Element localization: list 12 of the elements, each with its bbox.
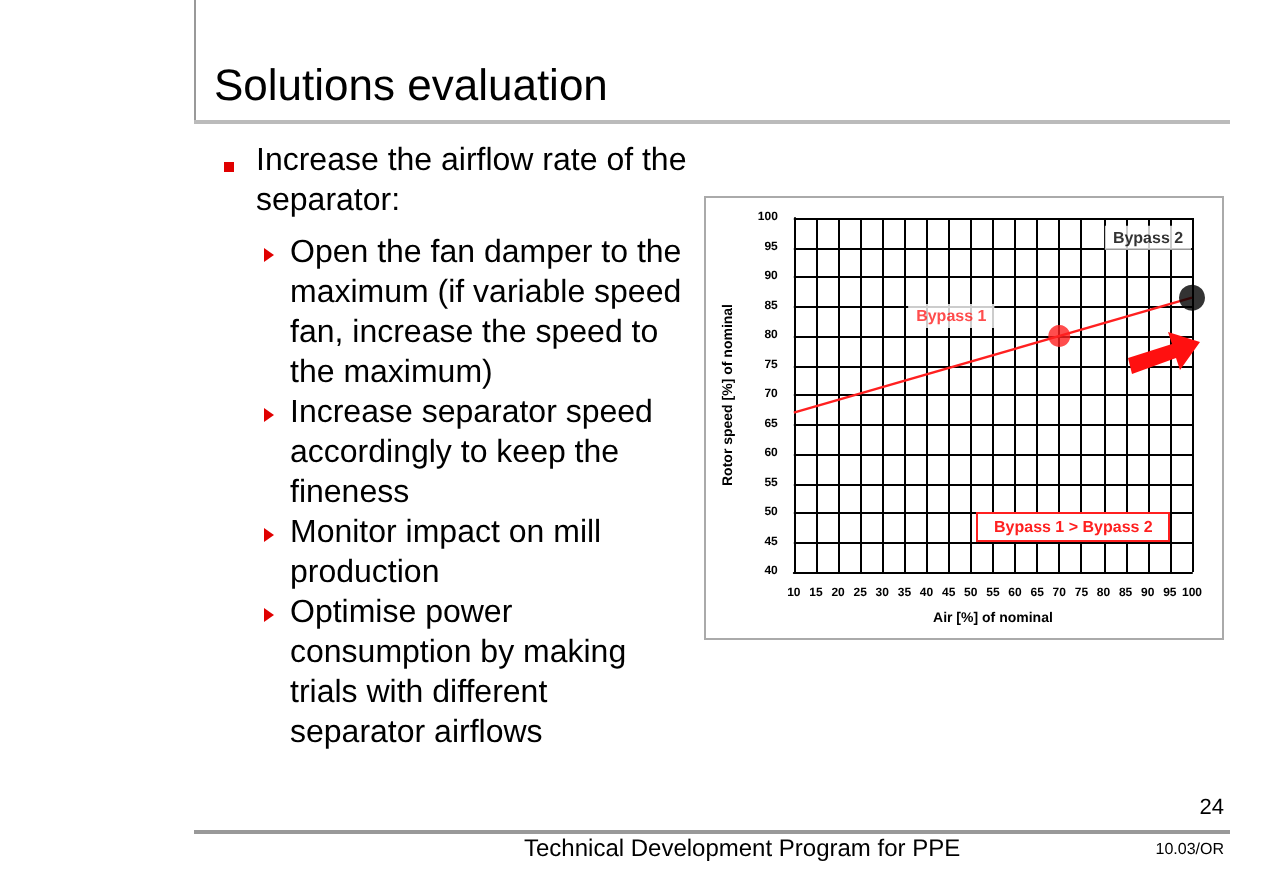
text: Increase the airflow rate of the separator: xyxy=(256,142,689,222)
text: Increase separator speed accordingly to keep the fineness xyxy=(290,394,655,514)
text: Optimise power consumption by making trials with different separator airflows xyxy=(290,594,629,754)
text: 10.03/OR xyxy=(1155,840,1224,858)
annotation: Bypass 1 > Bypass 2 xyxy=(976,512,1171,542)
text: 24 xyxy=(1199,796,1224,820)
text: Solutions evaluation xyxy=(214,60,608,112)
text: Bypass 2 xyxy=(1112,228,1185,247)
text: Bypass 1 xyxy=(916,307,988,325)
text: Open the fan damper to the maximum (if variable speed fan, increase the speed to the maximum) xyxy=(290,234,684,394)
text: Monitor impact on mill production xyxy=(290,514,604,594)
text: Technical Development Program for PPE xyxy=(524,834,961,862)
